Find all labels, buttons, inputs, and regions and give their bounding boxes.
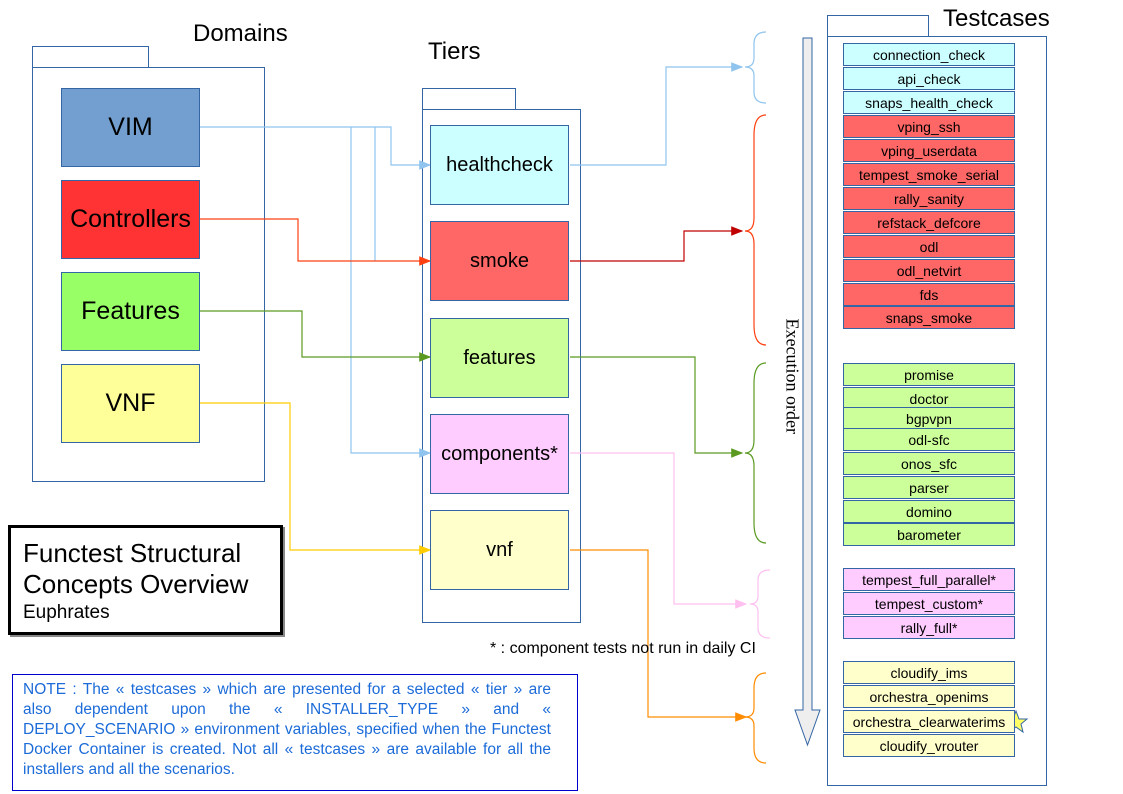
domains-package — [32, 67, 265, 482]
testcase: odl — [843, 235, 1015, 258]
title-line-2: Concepts Overview — [23, 569, 249, 599]
testcase: orchestra_openims — [843, 685, 1015, 708]
testcases-header: Testcases — [943, 5, 1050, 32]
testcase: cloudify_vrouter — [843, 734, 1015, 757]
testcase: orchestra_clearwaterims — [843, 710, 1015, 733]
link-smoke-testcases — [570, 226, 744, 262]
domains-header: Domains — [193, 20, 288, 47]
subtitle: Euphrates — [23, 602, 110, 623]
testcase: cloudify_ims — [843, 661, 1015, 684]
testcase: rally_full* — [843, 616, 1015, 639]
testcase: promise — [843, 363, 1015, 386]
link-vim-healthcheck — [200, 126, 432, 170]
link-controllers-smoke — [200, 218, 432, 266]
tier-smoke: smoke — [430, 221, 569, 301]
brace-components — [749, 569, 771, 639]
tier-vnf: vnf — [430, 510, 569, 590]
tier-features: features — [430, 318, 569, 398]
tier-components: components* — [430, 414, 569, 494]
brace-vnf — [744, 672, 767, 764]
tiers-header: Tiers — [428, 38, 481, 65]
link-healthcheck-testcases — [570, 62, 744, 166]
testcase: connection_check — [843, 43, 1015, 66]
brace-features — [744, 362, 767, 544]
testcase: tempest_smoke_serial — [843, 163, 1015, 186]
execution-order-label: Execution order — [782, 318, 803, 434]
link-vim-components — [350, 127, 432, 458]
link-vnf-testcases — [570, 549, 748, 722]
testcase: odl-sfc — [843, 428, 1015, 451]
testcase: api_check — [843, 67, 1015, 90]
testcase: snaps_health_check — [843, 91, 1015, 114]
testcase: odl_netvirt — [843, 259, 1015, 282]
domain-vnf: VNF — [61, 364, 200, 443]
testcase: snaps_smoke — [843, 306, 1015, 329]
testcase: vping_ssh — [843, 115, 1015, 138]
footnote: * : component tests not run in daily CI — [490, 640, 756, 657]
domain-vim: VIM — [61, 88, 200, 167]
testcase: fds — [843, 283, 1015, 306]
link-features-testcases — [570, 356, 744, 458]
tier-healthcheck: healthcheck — [430, 125, 569, 205]
title-line-1: Functest Structural — [23, 538, 242, 568]
link-features-features — [200, 310, 432, 362]
brace-smoke — [744, 114, 767, 346]
testcase: onos_sfc — [843, 452, 1015, 475]
execution-order-arrow — [794, 37, 821, 747]
brace-healthcheck — [744, 31, 767, 104]
testcase: vping_userdata — [843, 139, 1015, 162]
testcase: refstack_defcore — [843, 211, 1015, 234]
testcase: barometer — [843, 523, 1015, 546]
note-box: NOTE : The « testcases » which are prese… — [12, 674, 578, 791]
testcase: domino — [843, 500, 1015, 523]
link-vnf-vnf — [200, 402, 432, 555]
title-box: Functest Structural Concepts Overview Eu… — [8, 525, 283, 635]
testcase: tempest_full_parallel* — [843, 568, 1015, 591]
tiers-package — [422, 109, 581, 623]
testcase: parser — [843, 476, 1015, 499]
testcase: rally_sanity — [843, 187, 1015, 210]
testcase: tempest_custom* — [843, 592, 1015, 615]
link-components-testcases — [570, 452, 748, 609]
domain-controllers: Controllers — [61, 180, 200, 259]
testcase: bgpvpn — [843, 407, 1015, 430]
testcases-package — [827, 36, 1047, 786]
domain-features: Features — [61, 272, 200, 351]
